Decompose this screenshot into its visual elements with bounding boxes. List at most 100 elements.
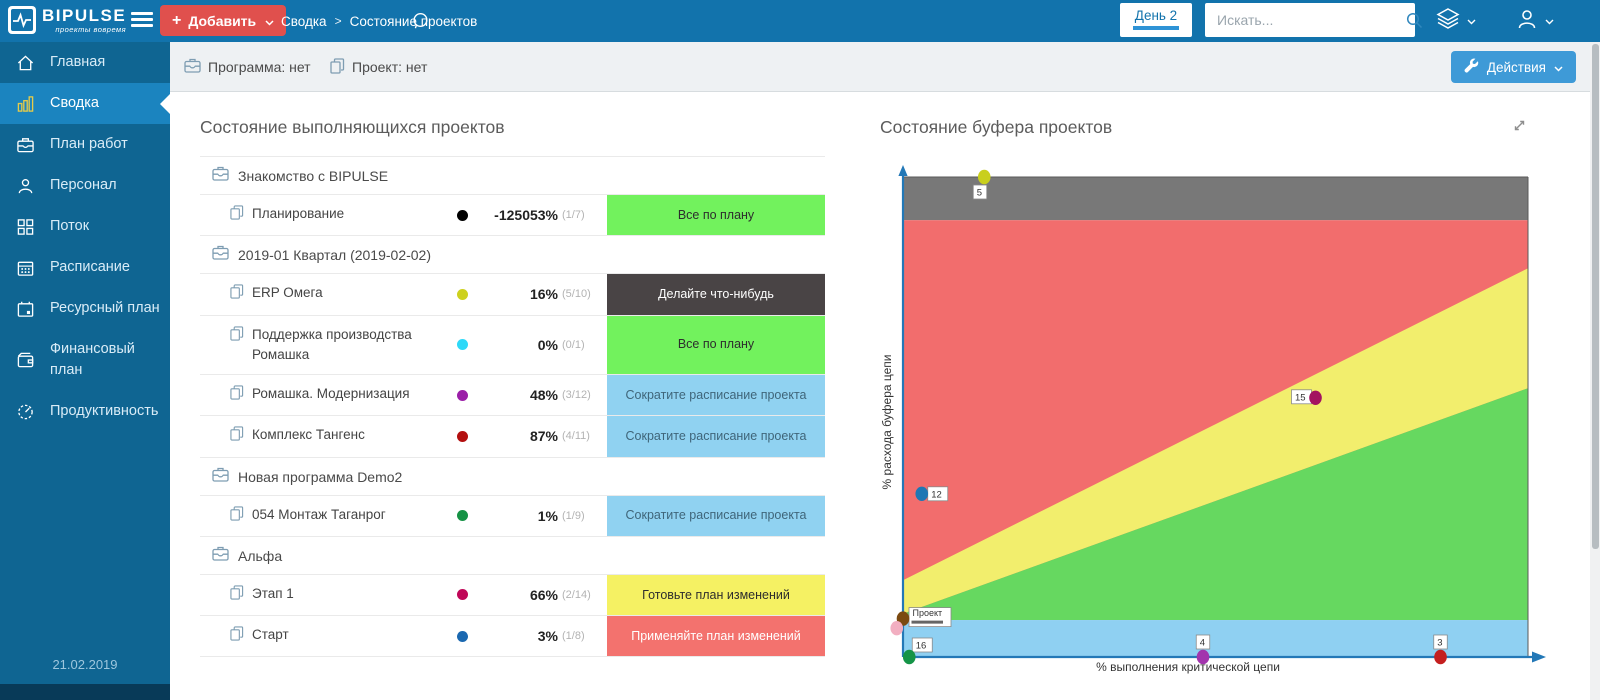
sidebar-item-5[interactable]: Поток — [0, 206, 170, 247]
projects-panel-title: Состояние выполняющихся проектов — [200, 117, 505, 137]
project-name: Поддержка производства Ромашка — [200, 316, 440, 375]
program-filter-label: Программа: нет — [208, 59, 311, 75]
project-row[interactable]: Старт 3% (1/8) Применяйте план изменений — [200, 615, 825, 658]
project-point-5[interactable] — [977, 169, 991, 185]
point-label: 3 — [1433, 634, 1448, 650]
project-row[interactable]: 054 Монтаж Таганрог 1% (1/9) Сократите расп… — [200, 494, 825, 536]
breadcrumb-item-2[interactable]: Состояние проектов — [349, 13, 478, 29]
recommendation-badge[interactable]: Все по плану — [607, 195, 825, 236]
sidebar-item-3[interactable]: План работ — [0, 124, 170, 165]
sidebar-item-7[interactable]: Ресурсный план — [0, 288, 170, 329]
brand-name: BIPULSE — [42, 5, 127, 25]
recommendation-badge[interactable]: Применяйте план изменений — [607, 616, 825, 657]
sidebar-item-6[interactable]: Расписание — [0, 247, 170, 288]
user-menu[interactable] — [1515, 0, 1554, 42]
project-point-12[interactable] — [915, 486, 929, 501]
main-content: Состояние выполняющихся проектов Состоян… — [170, 92, 1590, 700]
layers-icon — [1435, 7, 1461, 36]
status-dot — [440, 375, 484, 415]
program-group-label: 2019-01 Квартал (2019-02-02) — [238, 247, 432, 264]
hamburger-menu-icon[interactable] — [131, 12, 153, 31]
breadcrumb-item-1[interactable]: Сводка — [281, 13, 327, 29]
search-icon[interactable] — [1406, 12, 1423, 29]
sidebar-item-8[interactable]: Финансовый план — [0, 329, 170, 391]
progress-percent: -125053% — [494, 207, 558, 224]
recommendation-badge[interactable]: Сократите расписание проекта — [607, 416, 825, 457]
point-label: 5 — [972, 184, 988, 200]
scrollbar-track[interactable] — [1590, 42, 1600, 700]
recommendation-badge[interactable]: Сократите расписание проекта — [607, 495, 825, 536]
progress-percent: 0% — [537, 336, 558, 353]
progress-percent: 3% — [537, 628, 558, 645]
zone-blue-band — [903, 620, 1528, 657]
status-dot — [440, 316, 484, 375]
project-filter-label: Проект: нет — [352, 59, 428, 75]
sidebar-item-label: План работ — [50, 136, 128, 153]
layers-menu[interactable] — [1435, 0, 1476, 42]
svg-text:12: 12 — [931, 489, 942, 500]
sidebar-item-label: Ресурсный план — [50, 300, 160, 317]
program-group-row[interactable]: Знакомство с BIPULSE — [200, 156, 825, 194]
actions-button[interactable]: Действия — [1450, 51, 1576, 83]
expand-icon[interactable] — [1512, 118, 1527, 138]
project-row[interactable]: Поддержка производства Ромашка 0% (0/1) Все… — [200, 314, 825, 375]
sidebar-item-2[interactable]: Сводка — [0, 83, 170, 125]
project-point-16[interactable] — [902, 649, 916, 665]
status-dot — [440, 274, 484, 314]
program-group-row[interactable]: 2019-01 Квартал (2019-02-02) — [200, 235, 825, 273]
day-tab[interactable]: День 2 — [1120, 3, 1192, 37]
y-axis-arrow — [898, 165, 908, 176]
program-group-row[interactable]: Новая программа Demo2 — [200, 456, 825, 495]
chat-icon[interactable] — [412, 12, 429, 35]
sidebar: Главная Сводка План работ Персонал Поток Расп… — [0, 42, 170, 700]
point-label: 12 — [927, 486, 949, 502]
sidebar-item-label: Персонал — [50, 177, 117, 194]
active-item-notch — [160, 93, 170, 114]
recommendation-badge[interactable]: Все по плану — [607, 315, 825, 374]
project-point-3[interactable] — [1434, 649, 1447, 665]
project-pages-icon — [230, 284, 244, 305]
task-count: (1/9) — [562, 509, 585, 522]
sidebar-item-9[interactable]: Продуктивность — [0, 391, 170, 432]
recommendation-badge[interactable]: Готовьте план изменений — [607, 574, 825, 615]
project-name: Старт — [200, 616, 440, 656]
user-icon — [1515, 7, 1539, 36]
scrollbar-thumb[interactable] — [1591, 44, 1599, 549]
sidebar-date: 21.02.2019 — [52, 657, 118, 672]
project-row[interactable]: Комплекс Тангенс 87% (4/11) Сократите распи… — [200, 415, 825, 457]
program-filter[interactable]: Программа: нет — [184, 42, 311, 92]
program-icon — [184, 58, 201, 76]
recommendation-badge[interactable]: Сократите расписание проекта — [607, 375, 825, 416]
chevron-down-icon — [1545, 12, 1554, 30]
brand-logo[interactable]: BIPULSE проекты вовремя — [8, 6, 126, 34]
chart-bars-icon — [15, 95, 35, 113]
project-name: Этап 1 — [200, 575, 440, 615]
project-row[interactable]: ERP Омега 16% (5/10) Делайте что-нибудь — [200, 273, 825, 315]
project-pages-icon — [230, 426, 244, 447]
bipulse-logo-icon — [8, 6, 36, 34]
project-row[interactable]: Ромашка. Модернизация 48% (3/12) Сократите … — [200, 374, 825, 416]
progress-percent: 16% — [529, 286, 558, 303]
sidebar-item-1[interactable]: Главная — [0, 42, 170, 83]
project-row[interactable]: Планирование -125053% (1/7) Все по плану — [200, 194, 825, 236]
recommendation-badge[interactable]: Делайте что-нибудь — [607, 274, 825, 315]
project-point[interactable] — [890, 621, 904, 636]
progress-percent: 48% — [529, 387, 558, 404]
project-point-4[interactable] — [1196, 649, 1210, 665]
svg-text:4: 4 — [1200, 638, 1205, 649]
project-point-15[interactable] — [1309, 390, 1322, 405]
project-row[interactable]: Этап 1 66% (2/14) Готовьте план изменений — [200, 573, 825, 615]
status-dot — [440, 616, 484, 656]
search-input[interactable] — [1205, 12, 1406, 28]
x-axis-label: % выполнения критической цепи — [1096, 660, 1280, 674]
task-count: (2/14) — [562, 588, 591, 601]
point-label: 15 — [1291, 389, 1312, 405]
svg-text:15: 15 — [1295, 392, 1306, 403]
sidebar-item-4[interactable]: Персонал — [0, 165, 170, 206]
project-filter[interactable]: Проект: нет — [330, 42, 427, 92]
task-count: (0/1) — [562, 338, 585, 351]
program-group-row[interactable]: Альфа — [200, 535, 825, 574]
program-icon — [212, 467, 229, 487]
add-button[interactable]: + Добавить — [160, 5, 287, 36]
